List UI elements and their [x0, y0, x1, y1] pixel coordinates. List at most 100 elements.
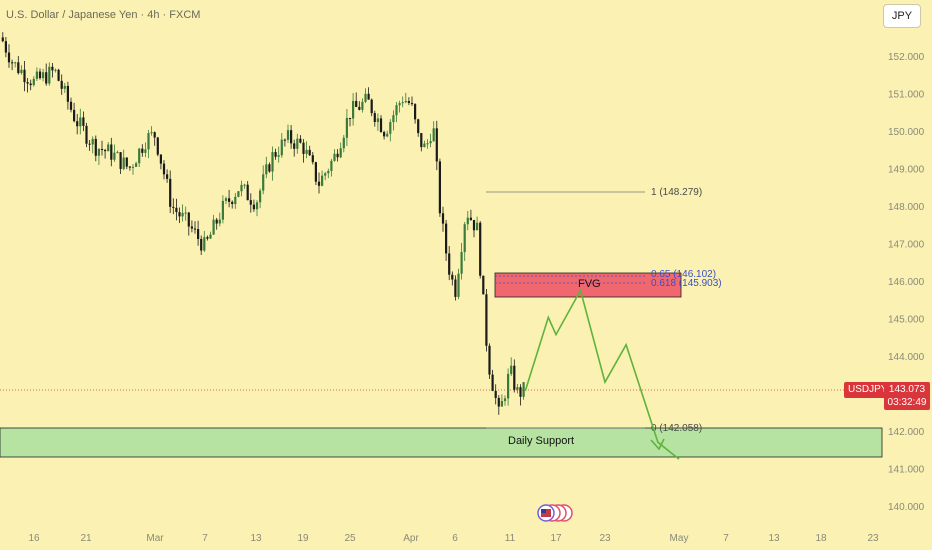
candle-body [128, 166, 131, 168]
candle-body [414, 104, 417, 120]
candle-body [147, 133, 150, 150]
candle-body [299, 138, 302, 143]
candle-body [352, 100, 355, 119]
candle-body [66, 85, 69, 102]
candle-body [438, 161, 441, 214]
projection-path[interactable] [524, 288, 680, 460]
candle-body [218, 219, 221, 224]
candle-body [330, 160, 333, 171]
candle-body [246, 184, 249, 201]
candle-body [277, 155, 280, 157]
price-value: 143.073 [888, 384, 926, 395]
x-tick-label: 13 [768, 533, 780, 544]
candle-body [386, 133, 389, 137]
candle-body [370, 99, 373, 114]
candle-body [482, 275, 485, 295]
candle-body [110, 144, 113, 160]
candle-body [172, 206, 175, 208]
candle-body [404, 101, 407, 103]
candle-body [476, 222, 479, 231]
candle-body [441, 213, 445, 224]
x-tick-label: 11 [505, 533, 516, 544]
candle-body [138, 148, 141, 164]
candle-body [432, 128, 435, 142]
y-tick-label: 149.000 [888, 165, 925, 176]
x-tick-label: 23 [867, 533, 879, 544]
candle-body [116, 152, 119, 154]
candle-body [237, 191, 240, 197]
x-tick-label: 7 [723, 533, 729, 544]
candle-body [265, 164, 268, 175]
candle-body [259, 190, 262, 203]
y-tick-label: 148.000 [888, 202, 925, 213]
candle-body [193, 228, 197, 230]
fvg-zone[interactable] [494, 272, 682, 298]
x-tick-label: 16 [28, 533, 40, 544]
candle-body [383, 132, 386, 137]
candle-body [268, 164, 271, 172]
candle-body [392, 115, 395, 123]
candle-body [274, 152, 277, 157]
candle-body [104, 150, 107, 152]
x-tick-label: 18 [815, 533, 827, 544]
fib-label-065: 0.65 (146.102) [651, 269, 716, 280]
price-candles[interactable] [1, 32, 525, 415]
fib-label-1: 1 (148.279) [651, 187, 702, 198]
symbol-badge: USDJPY [844, 382, 892, 398]
candle-body [401, 102, 404, 104]
candle-body [286, 130, 290, 140]
y-tick-label: 145.000 [888, 315, 925, 326]
candle-body [485, 294, 488, 346]
x-tick-label: 6 [452, 533, 458, 544]
daily-support-zone[interactable] [0, 427, 883, 458]
candle-body [122, 157, 125, 169]
candle-body [355, 100, 358, 107]
fib-label-0618: 0.618 (145.903) [651, 278, 722, 289]
candle-body [302, 142, 305, 154]
candle-body [54, 69, 57, 71]
candle-body [23, 69, 26, 83]
x-tick-label: 25 [344, 533, 356, 544]
candle-body [144, 149, 147, 153]
y-tick-label: 146.000 [888, 277, 925, 288]
candle-body [500, 401, 503, 407]
x-tick-label: Apr [403, 533, 419, 544]
y-tick-label: 147.000 [888, 240, 925, 251]
candle-body [206, 237, 209, 239]
candle-body [94, 138, 97, 156]
candle-body [472, 220, 476, 231]
event-badges[interactable] [537, 504, 573, 522]
candle-body [333, 153, 336, 161]
candle-body [17, 62, 20, 74]
candle-body [376, 118, 379, 122]
candle-body [317, 181, 321, 186]
candle-body [454, 279, 457, 297]
candle-body [308, 149, 311, 156]
x-tick-label: 17 [550, 533, 562, 544]
candle-body [135, 163, 138, 167]
x-tick-label: 21 [80, 533, 92, 544]
candle-body [107, 144, 110, 152]
candle-body [417, 119, 420, 134]
candle-body [255, 202, 259, 210]
candle-body [503, 398, 507, 402]
candle-body [522, 382, 525, 397]
candle-body [243, 184, 246, 186]
currency-selector[interactable]: JPY [883, 4, 921, 28]
y-tick-label: 151.000 [888, 90, 925, 101]
y-tick-label: 144.000 [888, 352, 925, 363]
candle-body [91, 138, 94, 145]
candle-body [76, 121, 79, 127]
candle-body [463, 224, 466, 253]
candle-body [240, 184, 243, 192]
candle-body [451, 274, 454, 280]
candle-body [1, 37, 4, 42]
candle-body [60, 80, 63, 89]
candle-body [296, 138, 299, 149]
candle-body [342, 137, 345, 149]
candle-body [361, 101, 364, 110]
candle-body [73, 109, 76, 122]
candle-body [119, 152, 122, 169]
